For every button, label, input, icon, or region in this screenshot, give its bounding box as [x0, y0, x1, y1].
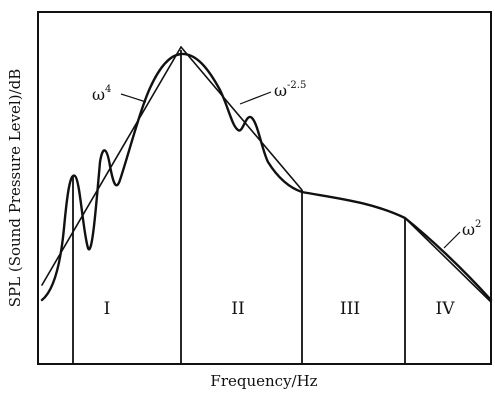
omega4-base: ω [92, 85, 105, 104]
omega2-base: ω [462, 220, 475, 239]
omega-2.5-asymptote-line [180, 46, 303, 191]
omega-2.5-base: ω [274, 81, 287, 100]
omega2-asymptote-line [404, 217, 492, 303]
omega-2.5-annotation: ω-2.5 [274, 80, 306, 100]
spl-spectrum-curve [40, 52, 493, 302]
omega-2.5-leader-line [239, 91, 272, 105]
region-label-i: I [104, 299, 111, 319]
omega2-exponent: 2 [475, 219, 481, 230]
omega4-exponent: 4 [105, 84, 111, 95]
omega4-annotation: ω4 [92, 84, 111, 104]
y-axis-label: SPL (Sound Pressure Level)/dB [6, 69, 24, 307]
x-axis-label: Frequency/Hz [210, 372, 317, 390]
region-label-iv: IV [436, 299, 456, 319]
omega4-leader-line [120, 93, 147, 103]
omega4-asymptote-line [41, 46, 182, 286]
omega2-leader-line [443, 231, 461, 249]
omega2-annotation: ω2 [462, 219, 481, 239]
plot-frame [37, 11, 492, 365]
omega-2.5-exponent: -2.5 [287, 80, 306, 91]
region-label-ii: II [231, 299, 244, 319]
region-label-iii: III [340, 299, 360, 319]
